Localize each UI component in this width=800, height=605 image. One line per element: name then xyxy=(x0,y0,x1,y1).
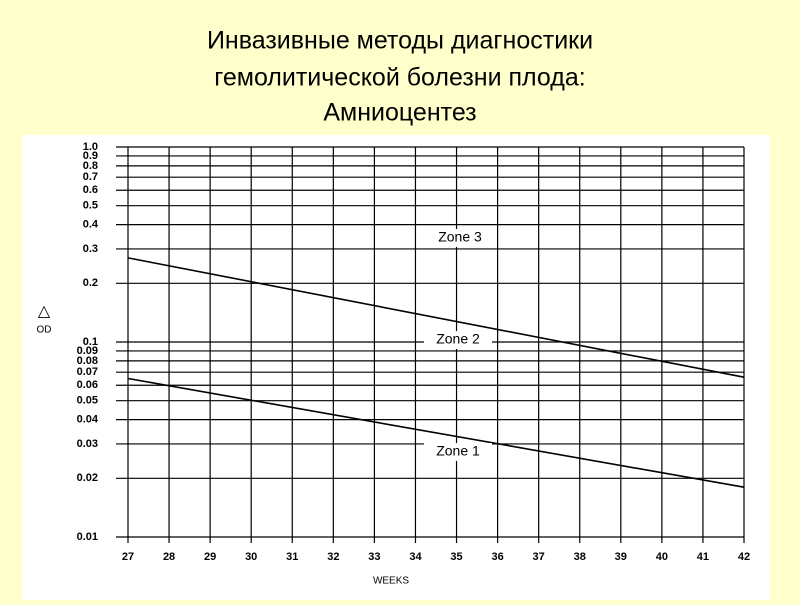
x-tick-label: 30 xyxy=(245,551,257,563)
y-tick-label: 0.6 xyxy=(83,184,98,196)
x-tick-label: 37 xyxy=(533,551,545,563)
y-tick-label: 0.06 xyxy=(77,379,98,391)
x-tick-label: 27 xyxy=(122,551,134,563)
zone-boundary-line xyxy=(127,377,745,489)
x-tick-label: 42 xyxy=(738,551,750,563)
y-tick-label: 0.5 xyxy=(83,200,98,212)
x-tick-label: 32 xyxy=(327,551,339,563)
title-line: Инвазивные методы диагностики xyxy=(207,27,593,55)
x-tick-label: 33 xyxy=(368,551,380,563)
x-tick-label: 31 xyxy=(286,551,298,563)
y-tick-label: 0.09 xyxy=(77,345,98,357)
y-tick-label: 0.8 xyxy=(83,160,98,172)
y-tick-label: 0.2 xyxy=(83,277,98,289)
y-tick-label: 0.4 xyxy=(83,219,99,231)
y-axis-label: OD xyxy=(37,325,52,336)
y-tick-label: 0.1 xyxy=(83,336,98,348)
x-tick-label: 28 xyxy=(163,551,175,563)
zone-label: Zone 2 xyxy=(436,331,480,347)
x-tick-label: 40 xyxy=(656,551,668,563)
x-tick-label: 34 xyxy=(409,551,422,563)
y-tick-label: 0.03 xyxy=(77,438,98,450)
y-axis-label: △ xyxy=(38,303,51,320)
y-tick-label: 0.08 xyxy=(77,355,98,367)
x-tick-label: 41 xyxy=(697,551,709,563)
x-tick-label: 35 xyxy=(450,551,462,563)
x-tick-label: 29 xyxy=(204,551,216,563)
annotation-background xyxy=(426,229,494,247)
y-tick-label: 1.0 xyxy=(83,141,98,153)
y-tick-label: 0.01 xyxy=(77,531,98,543)
chart-background xyxy=(22,135,770,600)
annotation-background xyxy=(424,443,492,461)
x-tick-label: 36 xyxy=(491,551,503,563)
y-tick-label: 0.9 xyxy=(83,150,98,162)
x-tick-label: 39 xyxy=(615,551,627,563)
y-tick-label: 0.07 xyxy=(77,366,98,378)
y-tick-label: 0.04 xyxy=(77,414,99,426)
y-tick-label: 0.02 xyxy=(77,472,98,484)
annotation-background xyxy=(424,331,492,349)
zone-boundary-line xyxy=(127,257,745,378)
zone-label: Zone 1 xyxy=(436,443,480,459)
y-tick-label: 0.7 xyxy=(83,171,98,183)
y-tick-label: 0.3 xyxy=(83,243,98,255)
title-line: гемолитической болезни плода: xyxy=(214,64,585,92)
y-tick-label: 0.05 xyxy=(77,395,98,407)
x-axis-label: WEEKS xyxy=(373,576,409,587)
title-line: Амниоцентез xyxy=(323,99,476,127)
zone-label: Zone 3 xyxy=(438,229,482,245)
x-tick-label: 38 xyxy=(574,551,586,563)
